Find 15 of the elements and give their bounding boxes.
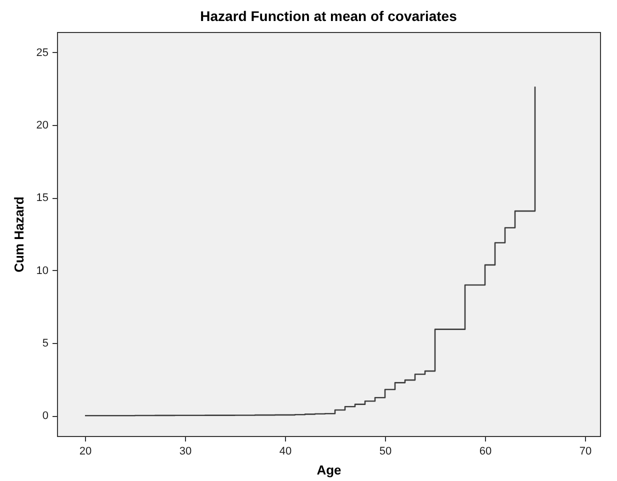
y-tick-label: 0: [42, 410, 48, 422]
x-axis-title: Age: [316, 462, 342, 478]
x-tick-label: 70: [579, 446, 592, 458]
x-tick-label: 30: [179, 446, 192, 458]
y-tick-label: 10: [36, 264, 48, 277]
y-tick-label: 25: [36, 46, 48, 59]
y-tick-label: 20: [36, 120, 48, 132]
x-tick-label: 20: [79, 446, 92, 458]
y-tick-label: 15: [36, 192, 48, 204]
y-axis-title: Cum Hazard: [11, 196, 26, 272]
x-tick-label: 60: [479, 446, 492, 458]
x-tick-label: 50: [379, 446, 392, 458]
x-tick-label: 40: [279, 446, 292, 458]
y-tick-label: 5: [42, 337, 48, 350]
chart-title: Hazard Function at mean of covariates: [200, 8, 458, 24]
